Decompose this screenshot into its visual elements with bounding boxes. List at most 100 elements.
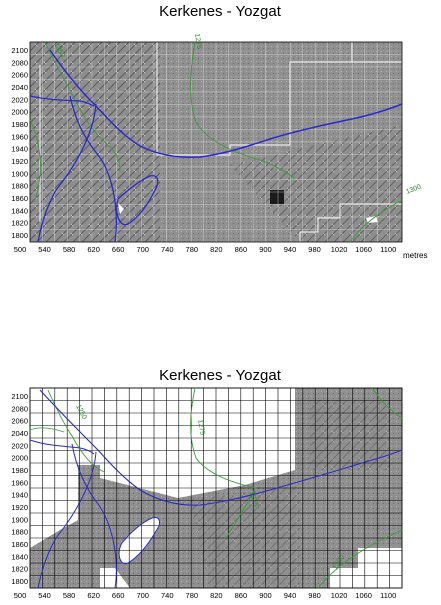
map-1-y-tick-label: 2040 (11, 83, 28, 92)
map-2-x-tick-label: 700 (136, 591, 149, 600)
map-2-y-tick-label: 2000 (11, 454, 28, 463)
map-1-x-tick-label: 500 (14, 245, 27, 254)
map-1-y-tick-label: 1900 (11, 169, 28, 178)
map-1-road-loop (116, 175, 159, 226)
map-1-x-tick-label: 980 (308, 245, 321, 254)
map-1-y-axis: 2100 2080 2060 2040 2020 2000 1980 1960 1940 1920… (11, 46, 28, 240)
map-1-y-tick-label: 1820 (11, 219, 28, 228)
map-1-x-axis: 500 540 580 620 660 700 740 780 820 860 900 940 980 1… (14, 245, 397, 254)
map-1-contour-1250 (45, 43, 121, 173)
map-1-y-tick-label: 2060 (11, 71, 28, 80)
map-2-x-tick-label: 580 (63, 591, 76, 600)
map-2-y-tick-label: 1840 (11, 552, 28, 561)
map-2-x-tick-label: 860 (235, 591, 248, 600)
map-1-y-tick-label: 1840 (11, 206, 28, 215)
map-2: Kerkenes - Yozgat 1250 1275 1275 1300 (11, 367, 403, 600)
map-2-x-tick-label: 740 (161, 591, 174, 600)
map-2-x-tick-label: 1060 (355, 591, 372, 600)
map-2-y-tick-label: 1960 (11, 478, 28, 487)
map-2-x-axis: 500 540 580 620 660 700 740 780 820 860 900 940 980 1… (14, 591, 397, 600)
map-2-road-south-1 (71, 443, 117, 589)
map-2-relief-centre (190, 485, 300, 588)
map-2-grid (29, 387, 403, 589)
map-2-y-tick-label: 1940 (11, 491, 28, 500)
map-1-x-tick-label: 900 (259, 245, 272, 254)
map-2-x-tick-label: 940 (284, 591, 297, 600)
map-1-x-tick-label: 580 (63, 245, 76, 254)
map-1-contour-label-1275: 1275 (193, 33, 203, 50)
map-1-x-tick-label: 780 (186, 245, 199, 254)
map-1-x-tick-label: 740 (161, 245, 174, 254)
map-2-y-tick-label: 1860 (11, 540, 28, 549)
map-2-x-tick-label: 900 (259, 591, 272, 600)
map-1-title: Kerkenes - Yozgat (159, 3, 282, 20)
map-2-roads (29, 389, 403, 589)
map-2-y-tick-label: 1880 (11, 528, 28, 537)
map-2-contour-1275b (224, 487, 256, 541)
map-1-road-south-2 (37, 103, 97, 243)
map-1-y-tick-label: 2080 (11, 58, 28, 67)
map-1-x-tick-label: 1020 (331, 245, 348, 254)
map-2-x-tick-label: 820 (210, 591, 223, 600)
map-2-y-tick-label: 1980 (11, 466, 28, 475)
map-1-contour-west (29, 119, 41, 201)
map-1-y-tick-label: 1960 (11, 132, 28, 141)
map-2-y-tick-label: 2020 (11, 441, 28, 450)
map-1-contour-1275 (190, 41, 296, 179)
map-2-road-west (29, 439, 95, 455)
map-2-survey-west (30, 465, 100, 588)
map-2-contour-west (29, 427, 65, 433)
map-2-y-tick-label: 1800 (11, 577, 28, 586)
map-1-roads (29, 49, 403, 243)
map-1-frame (29, 41, 403, 243)
map-1-road-west (29, 95, 95, 107)
map-1-y-tick-label: 1980 (11, 120, 28, 129)
map-1-x-unit: metres (403, 251, 427, 260)
map-1-grid (29, 41, 403, 243)
map-1-x-tick-label: 940 (284, 245, 297, 254)
map-2-road-loop (118, 516, 160, 565)
map-2-road-south-2 (37, 451, 97, 589)
map-1-x-tick-label: 540 (38, 245, 51, 254)
map-1-road-south-1 (69, 95, 118, 243)
map-1: Kerkenes - Yozgat 1250 1275 1300 (11, 3, 427, 260)
map-2-x-tick-label: 540 (38, 591, 51, 600)
map-2-frame (29, 387, 403, 589)
map-1-y-tick-label: 1940 (11, 145, 28, 154)
map-1-y-tick-label: 2020 (11, 95, 28, 104)
map-2-y-tick-label: 2060 (11, 417, 28, 426)
map-2-x-tick-label: 660 (112, 591, 125, 600)
map-2-y-tick-label: 1920 (11, 503, 28, 512)
map-2-x-tick-label: 1020 (331, 591, 348, 600)
map-1-x-tick-label: 620 (87, 245, 100, 254)
map-2-relief-northeast (310, 400, 390, 470)
map-2-road-main (39, 389, 403, 506)
map-1-x-tick-label: 820 (210, 245, 223, 254)
map-2-contour-1275 (190, 387, 257, 489)
map-1-y-tick-label: 1880 (11, 182, 28, 191)
map-2-y-tick-label: 2040 (11, 429, 28, 438)
map-1-y-tick-label: 1920 (11, 157, 28, 166)
map-2-x-tick-label: 980 (308, 591, 321, 600)
map-2-contour-northeast (371, 387, 403, 419)
map-1-y-tick-label: 2100 (11, 46, 28, 55)
map-1-contour-1300 (349, 199, 403, 243)
map-1-contour-label-1300: 1300 (405, 183, 422, 195)
map-1-x-tick-label: 860 (235, 245, 248, 254)
map-2-y-tick-label: 1900 (11, 515, 28, 524)
map-2-contour-label-1275: 1275 (196, 419, 206, 436)
map-2-x-tick-label: 780 (186, 591, 199, 600)
map-2-x-tick-label: 500 (14, 591, 27, 600)
map-1-x-tick-label: 660 (112, 245, 125, 254)
map-2-title: Kerkenes - Yozgat (159, 367, 282, 384)
map-1-x-tick-label: 1100 (380, 245, 396, 254)
map-1-y-tick-label: 2000 (11, 108, 28, 117)
map-2-y-tick-label: 2100 (11, 392, 28, 401)
map-2-y-axis: 2100 2080 2060 2040 2020 2000 1980 1960 1940 1920… (11, 392, 28, 586)
map-2-contour-label-1275b: 1275 (248, 491, 259, 508)
map-2-y-tick-label: 1820 (11, 565, 28, 574)
map-1-x-tick-label: 700 (136, 245, 149, 254)
map-1-dark-feature (270, 190, 284, 204)
map-2-contour-1300 (317, 529, 403, 589)
map-2-y-tick-label: 2080 (11, 404, 28, 413)
